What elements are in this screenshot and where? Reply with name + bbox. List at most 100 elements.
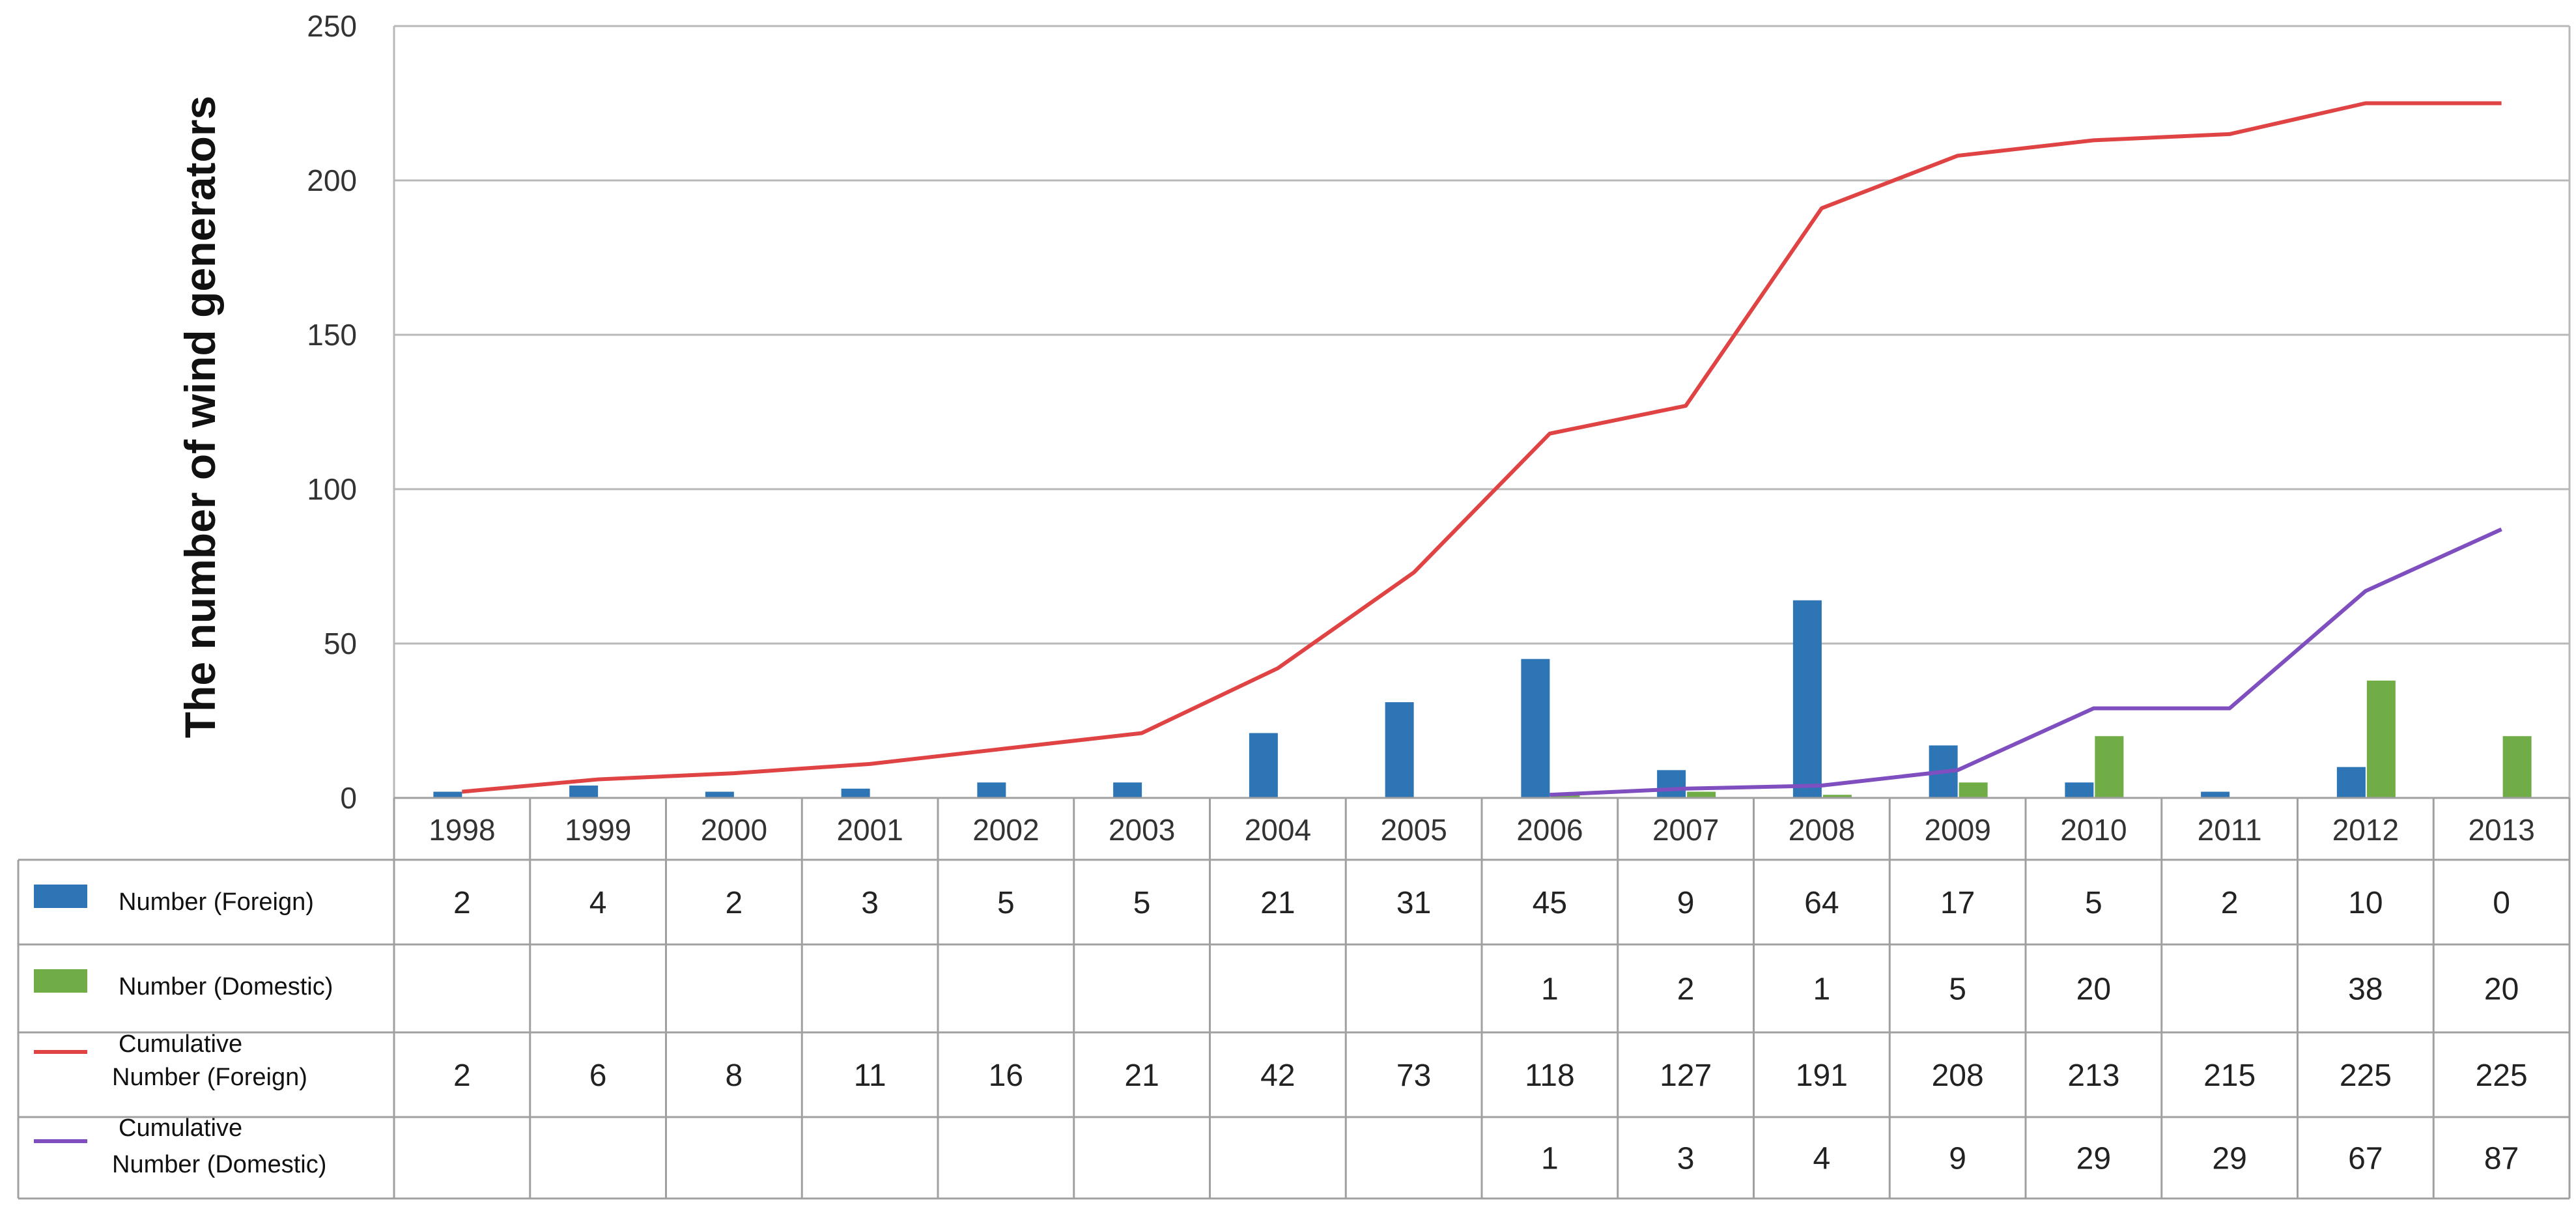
bar-foreign xyxy=(2201,791,2230,798)
table-cell: 1 xyxy=(1541,972,1559,1007)
table-cell: 5 xyxy=(997,886,1015,920)
table-cell: 73 xyxy=(1396,1058,1431,1093)
bar-foreign xyxy=(1521,659,1550,798)
table-cell: 42 xyxy=(1260,1058,1295,1093)
table-cell: 20 xyxy=(2076,972,2111,1007)
y-tick-label: 200 xyxy=(307,163,357,197)
table-cell: 3 xyxy=(1677,1142,1695,1176)
x-tick-label: 1998 xyxy=(429,813,495,847)
table-cell: 45 xyxy=(1533,886,1567,920)
x-tick-label: 2005 xyxy=(1380,813,1447,847)
x-tick-label: 2004 xyxy=(1245,813,1311,847)
y-tick-label: 50 xyxy=(324,627,357,660)
table-cell: 191 xyxy=(1796,1058,1848,1093)
table-cell: 20 xyxy=(2484,972,2519,1007)
table-cell: 8 xyxy=(726,1058,743,1093)
table-cell: 5 xyxy=(1133,886,1151,920)
y-tick-label: 100 xyxy=(307,472,357,506)
table-cell: 16 xyxy=(989,1058,1023,1093)
bar-foreign xyxy=(433,791,462,798)
x-tick-label: 2010 xyxy=(2060,813,2127,847)
bar-domestic xyxy=(2502,736,2532,798)
table-cell: 67 xyxy=(2348,1142,2383,1176)
table-cell: 2 xyxy=(1677,972,1695,1007)
bar-foreign xyxy=(1792,600,1822,798)
bar-foreign xyxy=(841,788,870,798)
bar-foreign xyxy=(1113,782,1142,798)
table-cell: 5 xyxy=(1949,972,1966,1007)
table-cell: 2 xyxy=(2221,886,2239,920)
table-cell: 6 xyxy=(589,1058,607,1093)
legend-label-cumulative-domestic-line1: Cumulative xyxy=(119,1114,242,1142)
y-tick-label: 150 xyxy=(307,318,357,352)
legend-label-cumulative-foreign-line2: Number (Foreign) xyxy=(112,1064,307,1091)
table-cell: 225 xyxy=(2476,1058,2528,1093)
table-cell: 29 xyxy=(2212,1142,2246,1176)
table-cell: 21 xyxy=(1124,1058,1159,1093)
table-cell: 213 xyxy=(2067,1058,2119,1093)
table-cell: 225 xyxy=(2340,1058,2392,1093)
bar-domestic xyxy=(1551,795,1580,798)
x-tick-label: 2011 xyxy=(2198,813,2262,847)
table-cell: 9 xyxy=(1677,886,1695,920)
table-cell: 1 xyxy=(1813,972,1831,1007)
legend-label-domestic: Number (Domestic) xyxy=(119,973,333,1000)
table-cell: 17 xyxy=(1940,886,1975,920)
table-cell: 87 xyxy=(2484,1142,2519,1176)
x-tick-label: 2012 xyxy=(2332,813,2399,847)
legend-label-foreign: Number (Foreign) xyxy=(119,888,314,916)
bar-foreign xyxy=(705,791,734,798)
legend-key-domestic xyxy=(34,969,87,993)
x-tick-label: 2009 xyxy=(1924,813,1990,847)
x-tick-label: 2007 xyxy=(1652,813,1719,847)
x-tick-label: 2003 xyxy=(1109,813,1175,847)
x-tick-label: 2006 xyxy=(1516,813,1583,847)
table-cell: 64 xyxy=(1804,886,1839,920)
table-cell: 127 xyxy=(1660,1058,1712,1093)
bar-domestic xyxy=(1959,782,1988,798)
data-table: 1998 1999 2000 2001 2002 2003 2004 2005 2006 2007… xyxy=(17,797,2571,1200)
y-axis-label: The number of wind generators xyxy=(176,96,224,738)
table-cell: 31 xyxy=(1396,886,1431,920)
x-tick-label: 2013 xyxy=(2468,813,2534,847)
bar-foreign xyxy=(569,786,599,798)
bars xyxy=(433,600,2532,798)
bar-domestic xyxy=(2366,680,2396,798)
line-cumulative-domestic xyxy=(1550,527,2502,797)
x-tick-label: 1999 xyxy=(565,813,631,847)
legend-key-foreign xyxy=(34,885,87,908)
legend-label-cumulative-foreign-line1: Cumulative xyxy=(119,1030,242,1058)
bar-foreign xyxy=(977,782,1006,798)
legend-label-cumulative-domestic-line2: Number (Domestic) xyxy=(112,1151,326,1178)
bar-domestic xyxy=(1687,791,1716,798)
bar-foreign xyxy=(2336,767,2366,798)
table-cell: 118 xyxy=(1525,1058,1575,1093)
bar-domestic xyxy=(2095,736,2124,798)
line-cumulative-foreign xyxy=(462,101,2502,794)
table-cell: 0 xyxy=(2493,886,2510,920)
table-cell: 4 xyxy=(1813,1142,1831,1176)
table-cell: 29 xyxy=(2076,1142,2111,1176)
bar-foreign xyxy=(1385,702,1414,798)
x-tick-label: 2002 xyxy=(972,813,1039,847)
table-cell: 10 xyxy=(2348,886,2383,920)
table-cell: 4 xyxy=(589,886,607,920)
table-cell: 2 xyxy=(453,1058,471,1093)
series-lines xyxy=(462,101,2502,797)
table-cell: 38 xyxy=(2348,972,2383,1007)
y-tick-label: 0 xyxy=(340,781,357,815)
y-tick-label: 250 xyxy=(307,9,357,43)
table-cell: 1 xyxy=(1541,1142,1559,1176)
y-axis-ticks: 0 50 100 150 200 250 xyxy=(307,9,357,815)
table-cell: 21 xyxy=(1260,886,1295,920)
x-tick-label: 2008 xyxy=(1789,813,1855,847)
x-tick-label: 2000 xyxy=(701,813,767,847)
table-cell: 208 xyxy=(1932,1058,1984,1093)
bar-foreign xyxy=(2065,782,2094,798)
x-tick-label: 2001 xyxy=(836,813,903,847)
table-cell: 215 xyxy=(2203,1058,2256,1093)
bar-foreign xyxy=(1657,770,1686,798)
table-cell: 2 xyxy=(453,886,471,920)
gridlines xyxy=(393,25,2571,799)
